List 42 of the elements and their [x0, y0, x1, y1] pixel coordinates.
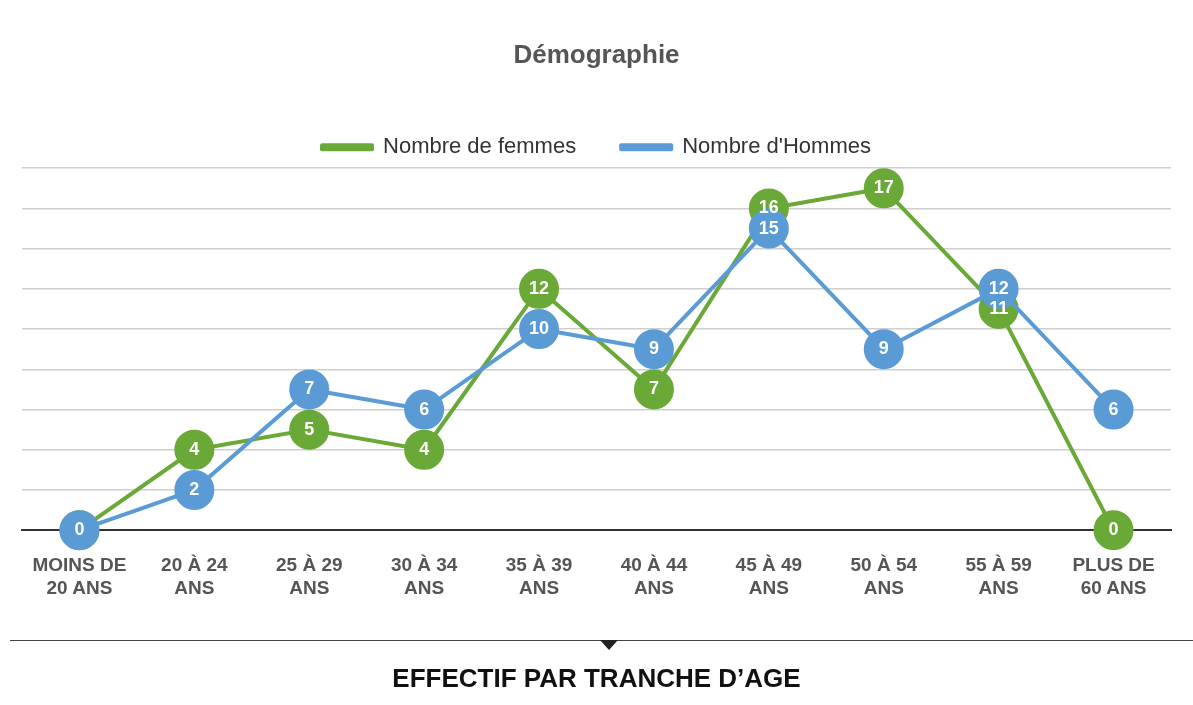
x-tick-label: PLUS DE 60 ANS: [1072, 553, 1155, 598]
x-axis-title: EFFECTIF PAR TRANCHE D’AGE: [392, 662, 801, 693]
x-tick-label: 30 À 34 ANS: [390, 553, 458, 598]
point: [633, 369, 674, 410]
data-label: 4: [189, 438, 200, 459]
chart-title: Démographie: [513, 38, 680, 69]
data-label: 6: [1108, 398, 1119, 419]
data-label: 15: [758, 217, 779, 238]
point: [174, 469, 215, 510]
data-label: 7: [648, 378, 659, 399]
point: [863, 329, 904, 370]
x-tick-label: 20 À 24 ANS: [161, 553, 229, 598]
point: [1093, 389, 1134, 430]
point: [174, 429, 215, 470]
data-label: 9: [878, 338, 889, 359]
data-label: 7: [304, 378, 315, 399]
x-tick-label: 25 À 29 ANS: [275, 553, 343, 598]
point: [404, 389, 445, 430]
x-tick-label: 35 À 39 ANS: [505, 553, 573, 598]
legend-label: Nombre de femmes: [383, 133, 577, 159]
data-label: 10: [529, 318, 550, 339]
point: [404, 429, 445, 470]
data-label: 0: [74, 519, 85, 540]
point: [289, 409, 330, 450]
legend-label: Nombre d'Hommes: [682, 133, 871, 159]
x-tick-label: 50 À 54 ANS: [850, 553, 918, 598]
data-label: 5: [304, 418, 315, 439]
data-label: 4: [419, 438, 430, 459]
x-tick-label: 55 À 59 ANS: [965, 553, 1032, 598]
data-label: 0: [1108, 519, 1119, 540]
data-label: 6: [419, 398, 430, 419]
x-tick-label: 40 À 44 ANS: [620, 553, 688, 598]
data-label: 12: [529, 277, 550, 298]
point: [289, 369, 330, 410]
x-tick-label: MOINS DE 20 ANS: [32, 553, 127, 598]
data-label: 2: [189, 478, 200, 499]
data-label: 9: [648, 338, 659, 359]
x-tick-label: 45 À 49 ANS: [735, 553, 803, 598]
data-label: 17: [873, 177, 894, 198]
data-label: 12: [988, 277, 1009, 298]
point: [633, 329, 674, 370]
point: [1093, 510, 1134, 551]
